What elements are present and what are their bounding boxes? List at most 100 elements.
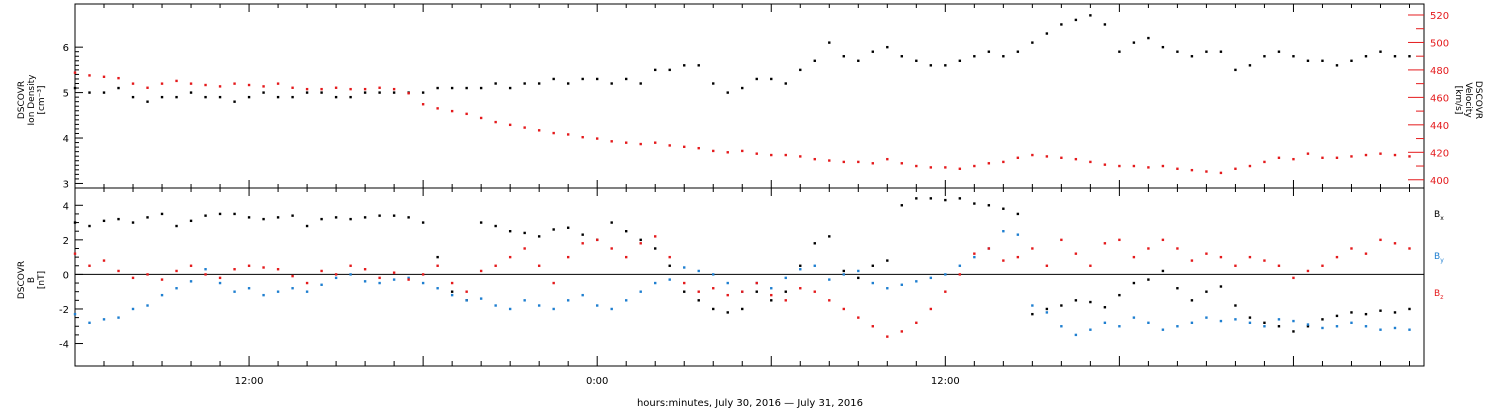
by-point bbox=[537, 304, 541, 307]
density-point bbox=[117, 86, 120, 90]
density-point bbox=[363, 91, 367, 94]
density-tick-label: 3 bbox=[63, 179, 69, 190]
velocity-point bbox=[363, 87, 367, 91]
density-point bbox=[479, 86, 483, 90]
by-point bbox=[944, 273, 947, 276]
density-point bbox=[1292, 55, 1295, 58]
velocity-point bbox=[1205, 170, 1208, 173]
legend-bz: Bz bbox=[1434, 289, 1443, 301]
bx-point bbox=[842, 269, 845, 273]
bz-point bbox=[508, 255, 512, 259]
velocity-point bbox=[1321, 156, 1324, 159]
bx-point bbox=[1074, 299, 1078, 302]
velocity-point bbox=[247, 83, 251, 87]
velocity-tick-label: 520 bbox=[1430, 11, 1449, 22]
velocity-point bbox=[102, 75, 106, 78]
velocity-point bbox=[886, 157, 889, 161]
velocity-point bbox=[770, 153, 773, 157]
velocity-point bbox=[1190, 168, 1194, 172]
bz-point bbox=[755, 281, 758, 285]
bz-point bbox=[349, 264, 352, 267]
density-point bbox=[1103, 23, 1107, 26]
field-tick-label: 4 bbox=[63, 201, 69, 212]
bz-point bbox=[465, 290, 468, 293]
density-point bbox=[465, 86, 468, 90]
density-point bbox=[770, 77, 773, 81]
bz-point bbox=[189, 264, 193, 267]
velocity-point bbox=[1379, 152, 1382, 155]
by-point bbox=[566, 299, 570, 302]
density-axis-title-line3: [cm⁻³] bbox=[37, 85, 47, 114]
by-point bbox=[1277, 318, 1281, 321]
velocity-point bbox=[610, 140, 613, 143]
density-point bbox=[1045, 32, 1049, 35]
by-point bbox=[1248, 321, 1252, 324]
by-point bbox=[1219, 319, 1223, 323]
bx-point bbox=[247, 216, 251, 219]
velocity-point bbox=[1306, 152, 1310, 155]
bz-point bbox=[799, 287, 802, 290]
density-tick-label: 6 bbox=[63, 43, 69, 54]
bx-point bbox=[131, 221, 135, 224]
bx-point bbox=[1089, 300, 1092, 304]
velocity-point bbox=[944, 166, 947, 169]
bx-point bbox=[421, 221, 425, 224]
field-axis-title-line3: [nT] bbox=[37, 271, 47, 289]
bz-point bbox=[1277, 264, 1281, 267]
bz-point bbox=[1263, 259, 1266, 262]
bz-point bbox=[117, 269, 120, 273]
by-point bbox=[595, 304, 599, 307]
velocity-point bbox=[146, 86, 149, 89]
by-point bbox=[465, 299, 468, 302]
velocity-point bbox=[1176, 167, 1179, 170]
by-point bbox=[291, 287, 294, 290]
bz-point bbox=[436, 264, 439, 267]
by-point bbox=[1016, 233, 1020, 236]
bz-point bbox=[1306, 269, 1310, 273]
density-point bbox=[1234, 68, 1237, 72]
bz-point bbox=[741, 290, 744, 293]
density-point bbox=[1364, 55, 1368, 58]
bz-point bbox=[581, 242, 584, 245]
density-tick-label: 5 bbox=[63, 89, 69, 100]
legend-by: By bbox=[1434, 252, 1444, 264]
velocity-point bbox=[1074, 157, 1078, 161]
by-point bbox=[828, 278, 831, 281]
by-point bbox=[233, 290, 236, 293]
by-point bbox=[610, 307, 613, 311]
density-point bbox=[958, 59, 962, 62]
density-point bbox=[1190, 55, 1194, 58]
bz-point bbox=[1045, 264, 1049, 267]
bz-point bbox=[276, 268, 280, 271]
velocity-point bbox=[828, 159, 831, 162]
density-point bbox=[378, 91, 381, 94]
bx-point bbox=[102, 219, 106, 223]
velocity-point bbox=[218, 85, 222, 88]
density-point bbox=[494, 82, 497, 85]
bz-point bbox=[1060, 238, 1063, 242]
by-point bbox=[392, 278, 396, 281]
by-point bbox=[102, 318, 106, 321]
bx-point bbox=[581, 233, 584, 236]
by-point bbox=[1132, 316, 1136, 319]
by-point bbox=[494, 304, 497, 307]
field-tick-label: -4 bbox=[59, 340, 69, 351]
by-point bbox=[1408, 328, 1411, 331]
density-point bbox=[88, 91, 91, 94]
bx-point bbox=[378, 214, 381, 217]
bz-point bbox=[523, 247, 526, 250]
density-axis: 3 4 5 6 bbox=[63, 43, 83, 190]
bz-point bbox=[944, 290, 947, 293]
bx-point bbox=[1379, 309, 1382, 312]
density-point bbox=[508, 86, 512, 90]
bz-point bbox=[131, 276, 135, 280]
by-point bbox=[523, 299, 526, 302]
bx-point bbox=[1190, 299, 1194, 302]
bz-point bbox=[552, 281, 555, 285]
time-axis: 12:00 0:00 12:00 bbox=[74, 4, 1410, 387]
bz-point bbox=[1031, 247, 1034, 250]
by-point bbox=[450, 293, 454, 297]
velocity-point bbox=[204, 83, 207, 87]
velocity-tick-label: 480 bbox=[1430, 66, 1449, 77]
by-point bbox=[915, 280, 918, 283]
